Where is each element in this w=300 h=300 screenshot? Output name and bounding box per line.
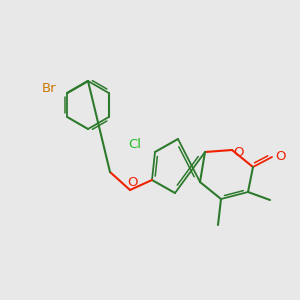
- Text: O: O: [275, 151, 285, 164]
- Text: O: O: [127, 176, 137, 188]
- Text: Br: Br: [42, 82, 56, 95]
- Text: Cl: Cl: [128, 137, 142, 151]
- Text: O: O: [234, 146, 244, 160]
